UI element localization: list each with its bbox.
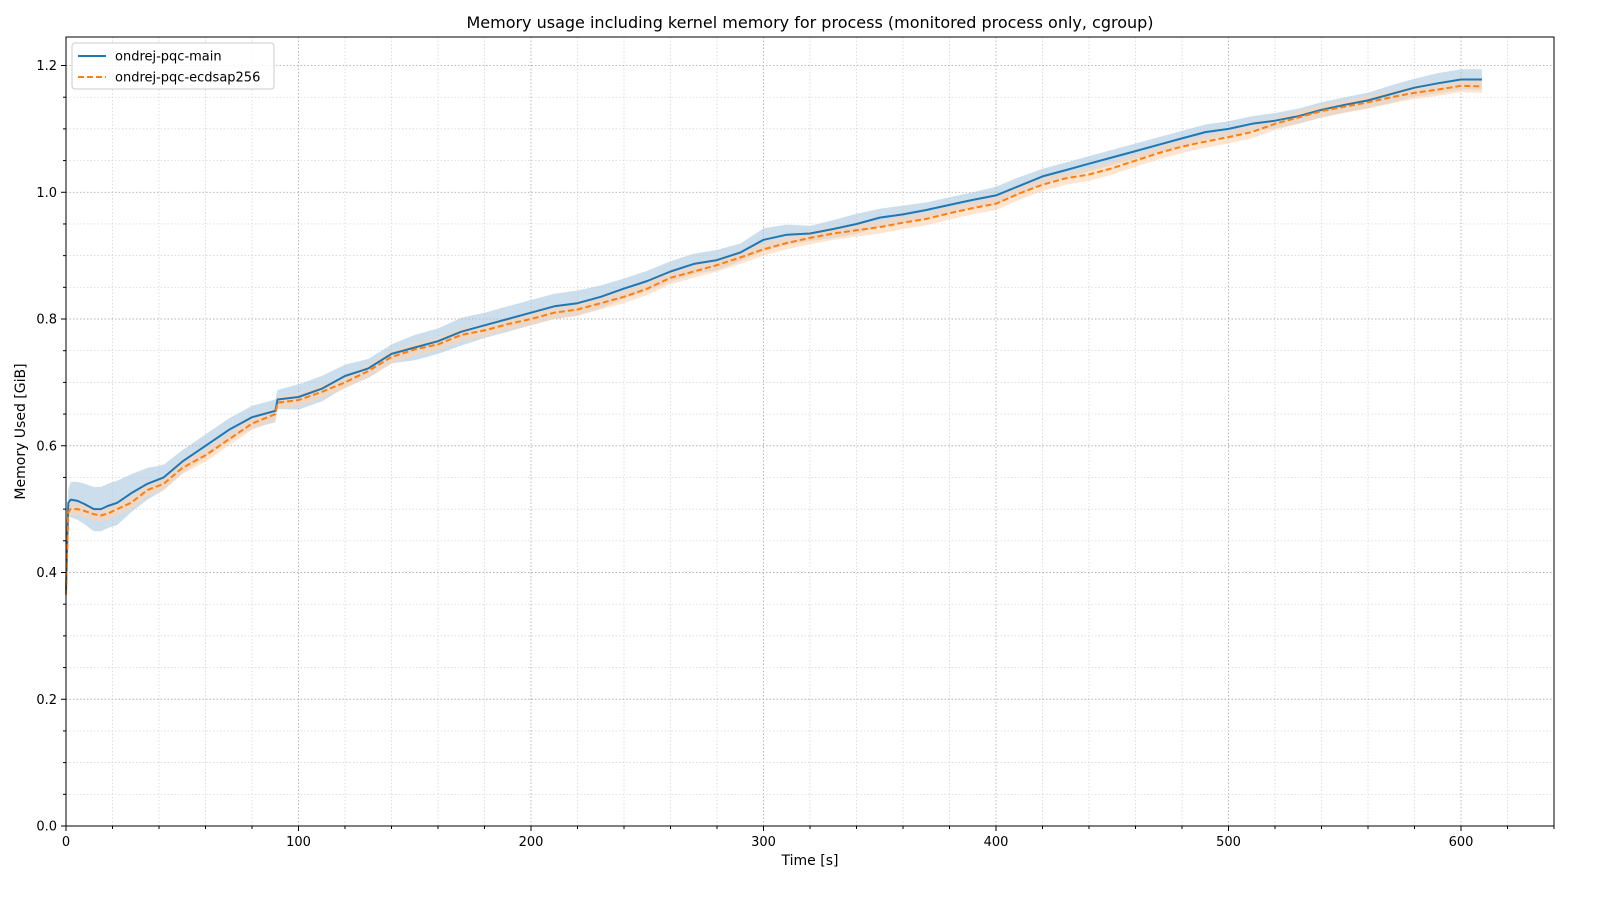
legend: ondrej-pqc-main ondrej-pqc-ecdsap256: [71, 42, 275, 90]
x-tick-label: 100: [286, 835, 311, 850]
x-axis-label: Time [s]: [781, 853, 839, 869]
x-tick-label: 200: [519, 835, 544, 850]
legend-label-ecdsap256: ondrej-pqc-ecdsap256: [115, 71, 260, 86]
y-tick-label: 0.4: [36, 566, 57, 581]
y-tick-label: 0.6: [36, 439, 57, 454]
x-tick-label: 600: [1449, 835, 1474, 850]
legend-label-main: ondrej-pqc-main: [115, 50, 222, 65]
y-axis-label: Memory Used [GiB]: [13, 363, 29, 499]
x-tick-label: 300: [751, 835, 776, 850]
x-tick-label: 400: [984, 835, 1009, 850]
x-tick-label: 500: [1216, 835, 1241, 850]
y-tick-label: 1.0: [36, 186, 57, 201]
series-line-1: [65, 84, 1482, 595]
y-tick-label: 0.8: [36, 313, 57, 328]
axis-ticks: 0 100 200 300 400 500 600 0.0 0.2 0.4 0.6 0.8 1.0 1.2: [36, 59, 1555, 850]
chart-title: Memory usage including kernel memory for…: [466, 13, 1153, 32]
y-tick-label: 0.0: [36, 820, 57, 835]
series-lines: [65, 78, 1482, 595]
grid: [65, 37, 1555, 827]
legend-box: [71, 42, 275, 90]
series-line-0: [65, 78, 1482, 592]
y-tick-label: 0.2: [36, 693, 57, 708]
x-tick-label: 0: [62, 835, 70, 850]
y-tick-label: 1.2: [36, 59, 57, 74]
